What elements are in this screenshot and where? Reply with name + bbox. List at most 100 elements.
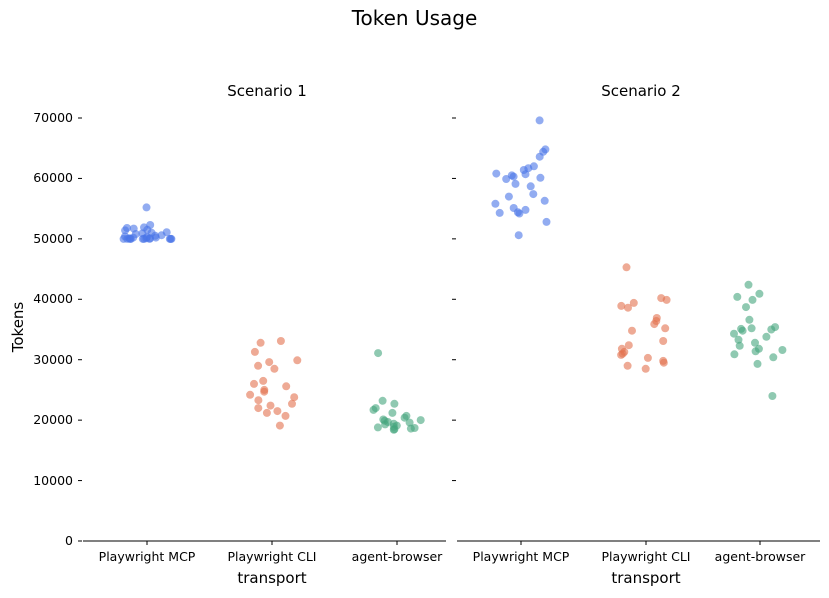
y-tick-label: 0 xyxy=(65,533,73,548)
data-point xyxy=(778,346,787,354)
data-point xyxy=(416,416,425,425)
y-tick-label: 50000 xyxy=(33,230,73,246)
data-point xyxy=(755,289,764,298)
data-point xyxy=(250,379,258,388)
data-point xyxy=(643,353,652,362)
data-point xyxy=(405,418,414,427)
data-point xyxy=(748,295,757,304)
data-point xyxy=(495,208,504,217)
data-point xyxy=(492,169,501,178)
data-point xyxy=(282,382,291,391)
data-point xyxy=(511,179,520,188)
y-tick-label: 30000 xyxy=(33,351,73,367)
data-point xyxy=(260,387,269,396)
strip-series-playwright-mcp xyxy=(119,203,176,243)
data-point xyxy=(388,408,397,417)
data-point xyxy=(753,359,762,368)
strip-series-playwright-cli xyxy=(617,263,671,373)
data-point xyxy=(733,292,742,301)
data-point xyxy=(745,315,754,324)
data-point xyxy=(623,361,632,370)
data-point xyxy=(768,392,777,400)
data-point xyxy=(529,190,538,199)
strip-series-playwright-cli xyxy=(246,337,302,430)
data-point xyxy=(390,399,399,408)
panel-1-title: Scenario 1 xyxy=(227,82,307,100)
data-point xyxy=(514,231,523,240)
y-tick-label: 20000 xyxy=(33,412,73,428)
data-point xyxy=(661,324,670,333)
data-point xyxy=(622,263,631,272)
data-point xyxy=(121,226,130,235)
data-point xyxy=(256,338,265,347)
data-point xyxy=(246,390,255,399)
data-point xyxy=(521,170,530,179)
data-point xyxy=(535,152,544,161)
data-point xyxy=(742,303,750,312)
strip-series-agent-browser xyxy=(730,280,787,400)
data-point xyxy=(738,326,747,335)
data-point xyxy=(276,337,285,345)
strip-series-playwright-mcp xyxy=(491,116,551,240)
panel-1-x-axis-label: transport xyxy=(237,569,307,587)
data-point xyxy=(521,205,530,214)
data-point xyxy=(641,364,650,373)
data-point xyxy=(142,203,151,212)
data-point xyxy=(536,173,545,182)
data-point xyxy=(254,396,263,405)
x-tick-label: agent-browser xyxy=(351,549,443,564)
x-tick-label: Playwright MCP xyxy=(472,549,570,564)
data-point xyxy=(381,420,390,429)
x-tick-label: agent-browser xyxy=(714,549,806,564)
data-point xyxy=(735,341,744,350)
data-point xyxy=(535,116,544,125)
data-point xyxy=(730,329,738,338)
strip-series-agent-browser xyxy=(369,349,425,434)
data-point xyxy=(389,425,398,434)
data-point xyxy=(515,209,524,218)
data-point xyxy=(406,424,415,433)
y-tick-label: 10000 xyxy=(33,472,73,488)
data-point xyxy=(628,326,636,335)
data-point xyxy=(504,192,513,201)
data-point xyxy=(762,332,771,341)
data-point xyxy=(734,335,743,344)
data-point xyxy=(273,407,282,416)
panel-2-title: Scenario 2 xyxy=(601,82,681,100)
data-point xyxy=(491,199,500,208)
data-point xyxy=(275,421,284,430)
data-point xyxy=(254,404,263,413)
data-point xyxy=(747,324,756,333)
data-point xyxy=(373,423,382,432)
x-tick-label: Playwright CLI xyxy=(601,549,691,564)
data-point xyxy=(374,349,383,358)
y-tick-label: 40000 xyxy=(33,291,73,307)
data-point xyxy=(730,350,739,359)
data-point xyxy=(659,337,668,345)
data-point xyxy=(266,401,275,410)
data-point xyxy=(259,376,268,385)
data-point xyxy=(293,356,302,365)
data-point xyxy=(288,399,296,408)
data-point xyxy=(262,408,271,417)
data-point xyxy=(744,280,753,289)
data-point xyxy=(126,234,135,243)
data-point xyxy=(509,172,518,181)
data-point xyxy=(629,298,638,307)
data-point xyxy=(751,338,759,347)
y-tick-label: 60000 xyxy=(33,170,73,186)
data-point xyxy=(650,320,659,329)
data-point xyxy=(151,233,160,242)
data-point xyxy=(502,175,511,183)
x-tick-label: Playwright MCP xyxy=(98,549,196,564)
data-point xyxy=(369,405,378,414)
data-point xyxy=(166,234,175,243)
data-point xyxy=(145,234,154,243)
data-point xyxy=(542,217,551,226)
data-point xyxy=(250,347,259,356)
data-point xyxy=(254,361,263,370)
data-point xyxy=(138,234,147,243)
data-point xyxy=(624,341,633,350)
